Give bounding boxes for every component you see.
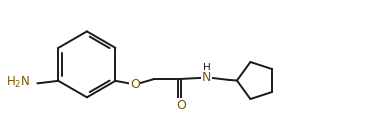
Text: N: N [202, 71, 211, 84]
Text: O: O [176, 99, 186, 112]
Text: O: O [130, 78, 140, 91]
Text: H$_2$N: H$_2$N [6, 75, 30, 90]
Text: H: H [203, 63, 211, 73]
